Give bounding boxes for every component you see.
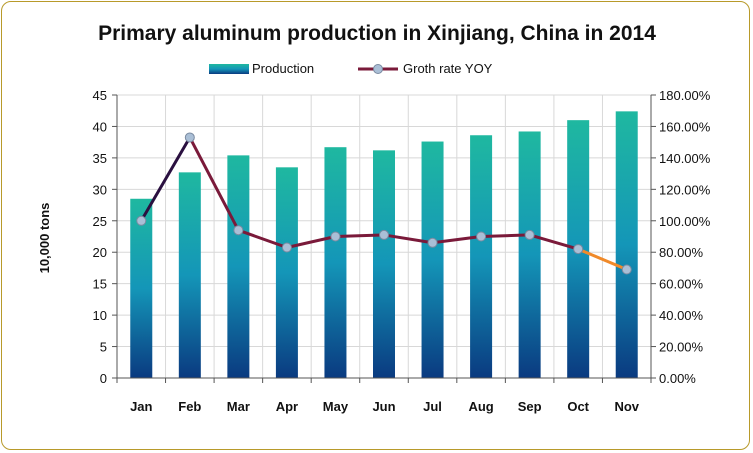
y2-tick-label: 40.00% — [659, 308, 704, 323]
x-tick-label: Nov — [614, 399, 639, 414]
x-tick-label: Oct — [567, 399, 589, 414]
growth-point — [184, 132, 195, 143]
growth-line — [136, 132, 632, 275]
growth-point — [524, 229, 535, 240]
y-tick-label: 40 — [93, 119, 107, 134]
growth-point — [233, 225, 244, 236]
growth-point — [281, 242, 292, 253]
y-tick-label: 35 — [93, 151, 107, 166]
legend: Production Groth rate YOY — [209, 61, 493, 76]
growth-point — [427, 237, 438, 248]
y-tick-label: 0 — [100, 371, 107, 386]
y2-tick-label: 0.00% — [659, 371, 696, 386]
y2-tick-label: 100.00% — [659, 214, 711, 229]
growth-line-segment — [382, 233, 435, 245]
x-tick-label: Aug — [468, 399, 493, 414]
growth-point — [476, 231, 487, 242]
y-tick-label: 45 — [93, 88, 107, 103]
bar — [470, 135, 493, 378]
x-tick-label: Sep — [518, 399, 542, 414]
y2-tick-label: 80.00% — [659, 245, 704, 260]
y2-tick-label: 140.00% — [659, 151, 711, 166]
y-tick-label: 10 — [93, 308, 107, 323]
x-tick-label: May — [323, 399, 349, 414]
chart-title: Primary aluminum production in Xinjiang,… — [98, 22, 656, 45]
bar — [373, 150, 395, 378]
bar — [178, 172, 201, 378]
growth-line-segment — [528, 233, 580, 251]
growth-point — [573, 244, 584, 255]
y-tick-label: 15 — [93, 277, 107, 292]
legend-growth-marker — [373, 64, 383, 74]
growth-line-segment — [139, 135, 192, 223]
legend-growth-label: Groth rate YOY — [403, 61, 493, 76]
growth-point — [136, 215, 147, 226]
y2-tick-label: 20.00% — [659, 340, 704, 355]
growth-line-segment — [285, 235, 337, 250]
y-axis-label: 10,000 tons — [37, 203, 52, 274]
growth-point — [379, 229, 389, 240]
growth-line-segment — [333, 233, 386, 238]
x-tick-label: Mar — [227, 399, 250, 414]
bar — [227, 155, 250, 378]
y-tick-label: 30 — [93, 182, 107, 197]
growth-line-segment — [479, 233, 532, 238]
growth-line-segment — [431, 235, 483, 245]
x-tick-label: Jul — [423, 399, 442, 414]
bar — [130, 198, 153, 378]
legend-production-label: Production — [252, 61, 314, 76]
bar — [421, 141, 444, 378]
bar — [324, 147, 347, 378]
y-tick-label: 20 — [93, 245, 107, 260]
legend-production-swatch — [209, 64, 249, 74]
growth-line-segment — [188, 135, 240, 232]
axes — [112, 94, 656, 383]
y2-tick-label: 160.00% — [659, 119, 711, 134]
tick-labels: 0 5 10 15 20 25 30 35 40 45 0.00% 20.00% 40.00% 60.00… — [93, 88, 711, 414]
growth-point — [330, 231, 341, 242]
growth-line-segment — [236, 228, 289, 250]
bar — [518, 131, 541, 378]
bar — [615, 111, 638, 379]
y2-tick-label: 120.00% — [659, 182, 711, 197]
bar — [275, 167, 298, 378]
y-tick-label: 5 — [100, 340, 107, 355]
growth-point — [621, 264, 632, 275]
growth-line-segment — [576, 247, 629, 272]
bars — [130, 111, 638, 379]
x-tick-label: Feb — [178, 399, 201, 414]
y2-tick-label: 60.00% — [659, 277, 704, 292]
x-tick-label: Jan — [130, 399, 152, 414]
y2-tick-label: 180.00% — [659, 88, 711, 103]
y-tick-label: 25 — [93, 214, 107, 229]
x-tick-label: Apr — [276, 399, 298, 414]
x-tick-label: Jun — [372, 399, 395, 414]
